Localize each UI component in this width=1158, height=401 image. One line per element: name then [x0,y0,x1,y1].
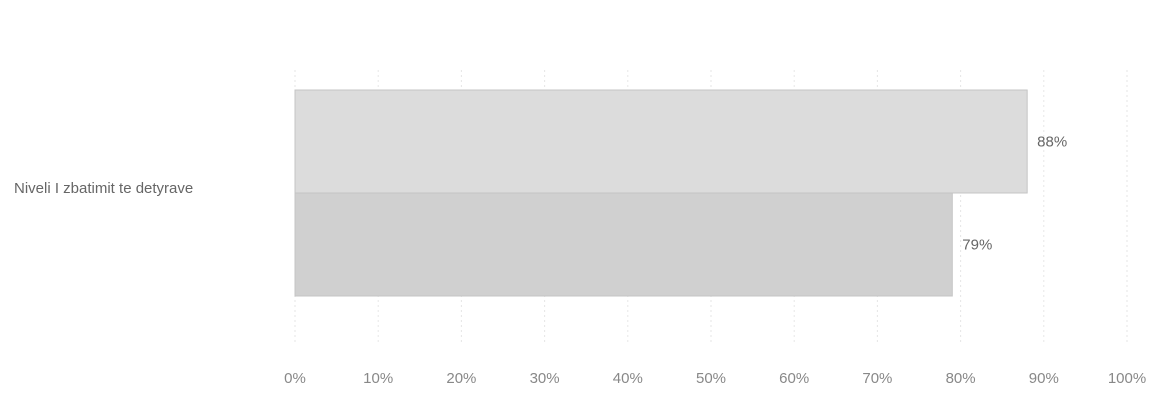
category-label: Niveli I zbatimit te detyrave [14,180,194,197]
data-label: 88% [1037,134,1067,151]
x-tick-label: 90% [1029,370,1059,387]
bar [294,192,953,297]
x-tick-label: 0% [284,370,306,387]
x-tick-label: 100% [1108,370,1146,387]
x-tick-label: 80% [946,370,976,387]
x-tick-label: 60% [779,370,809,387]
x-tick-label: 50% [696,370,726,387]
data-label: 79% [962,237,992,254]
x-tick-label: 30% [530,370,560,387]
x-tick-label: 10% [363,370,393,387]
bar [294,89,1028,194]
x-tick-label: 20% [446,370,476,387]
x-tick-label: 70% [862,370,892,387]
x-tick-label: 40% [613,370,643,387]
